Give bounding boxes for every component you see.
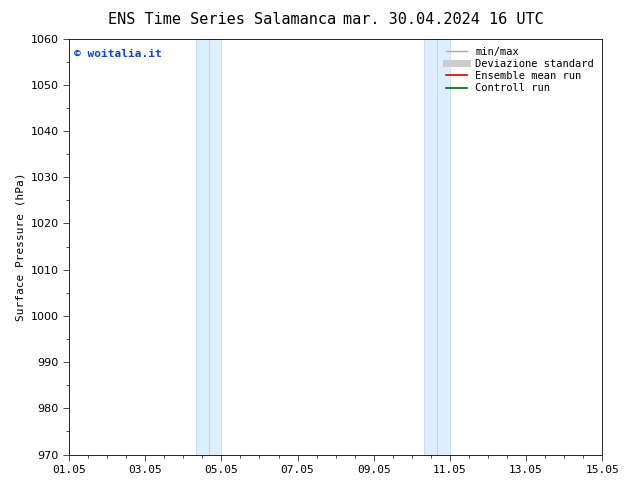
Legend: min/max, Deviazione standard, Ensemble mean run, Controll run: min/max, Deviazione standard, Ensemble m… — [443, 44, 597, 97]
Text: © woitalia.it: © woitalia.it — [74, 49, 162, 59]
Text: mar. 30.04.2024 16 UTC: mar. 30.04.2024 16 UTC — [344, 12, 544, 27]
Bar — [424, 39, 450, 455]
Y-axis label: Surface Pressure (hPa): Surface Pressure (hPa) — [15, 172, 25, 321]
Text: ENS Time Series Salamanca: ENS Time Series Salamanca — [108, 12, 336, 27]
Bar — [196, 39, 221, 455]
